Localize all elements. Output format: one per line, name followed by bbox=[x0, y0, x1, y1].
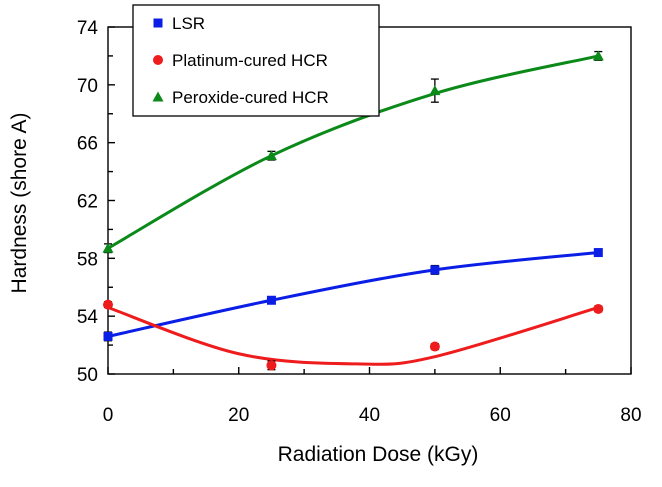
trend-lines bbox=[107, 54, 599, 366]
y-tick-label: 54 bbox=[77, 307, 99, 328]
platinum-cured-hcr-trend-line bbox=[107, 306, 599, 366]
platinum-cured-hcr-point bbox=[103, 299, 113, 310]
y-tick-label: 74 bbox=[77, 18, 99, 39]
lsr-trend-line bbox=[107, 251, 599, 338]
x-tick-label: 20 bbox=[228, 405, 249, 426]
peroxide-cured-hcr-point bbox=[265, 150, 277, 161]
y-axis-label: Hardness (shore A) bbox=[8, 113, 31, 294]
x-tick-label: 60 bbox=[490, 405, 511, 426]
legend-marker-lsr bbox=[153, 18, 163, 28]
lsr-point bbox=[266, 295, 276, 305]
x-tick-label: 80 bbox=[620, 405, 641, 426]
legend: LSR Platinum-cured HCR Peroxide-cured HCR bbox=[132, 4, 380, 117]
x-tick-label: 0 bbox=[103, 405, 114, 426]
x-axis-label: Radiation Dose (kGy) bbox=[278, 443, 479, 466]
platinum-cured-hcr-point bbox=[429, 341, 440, 352]
legend-label-peroxide-cured-hcr: Peroxide-cured HCR bbox=[172, 88, 329, 107]
y-tick-label: 70 bbox=[77, 76, 98, 97]
y-tick-label: 66 bbox=[77, 134, 98, 155]
lsr-point bbox=[103, 331, 113, 341]
platinum-cured-hcr-point bbox=[266, 360, 277, 371]
legend-label-lsr: LSR bbox=[172, 14, 205, 33]
peroxide-cured-hcr-point bbox=[429, 85, 441, 96]
peroxide-cured-hcr-trend-line bbox=[107, 54, 599, 250]
legend-label-platinum-cured-hcr: Platinum-cured HCR bbox=[172, 51, 328, 70]
y-tick-label: 50 bbox=[77, 365, 98, 386]
legend-box bbox=[132, 4, 380, 117]
x-axis-ticks: 0 20 40 60 80 bbox=[103, 367, 642, 426]
legend-marker-platinum-cured-hcr bbox=[153, 55, 163, 65]
lsr-point bbox=[593, 248, 603, 258]
lsr-point bbox=[430, 265, 440, 275]
y-tick-label: 58 bbox=[77, 249, 98, 270]
peroxide-cured-hcr-point bbox=[592, 50, 604, 61]
data-points bbox=[102, 50, 604, 371]
y-tick-label: 62 bbox=[77, 192, 98, 213]
y-axis-ticks: 50 54 58 62 66 70 74 bbox=[77, 18, 115, 386]
peroxide-cured-hcr-point bbox=[102, 242, 114, 253]
legend-marker-peroxide-cured-hcr bbox=[152, 91, 164, 102]
platinum-cured-hcr-point bbox=[593, 303, 604, 314]
x-tick-label: 40 bbox=[359, 405, 380, 426]
